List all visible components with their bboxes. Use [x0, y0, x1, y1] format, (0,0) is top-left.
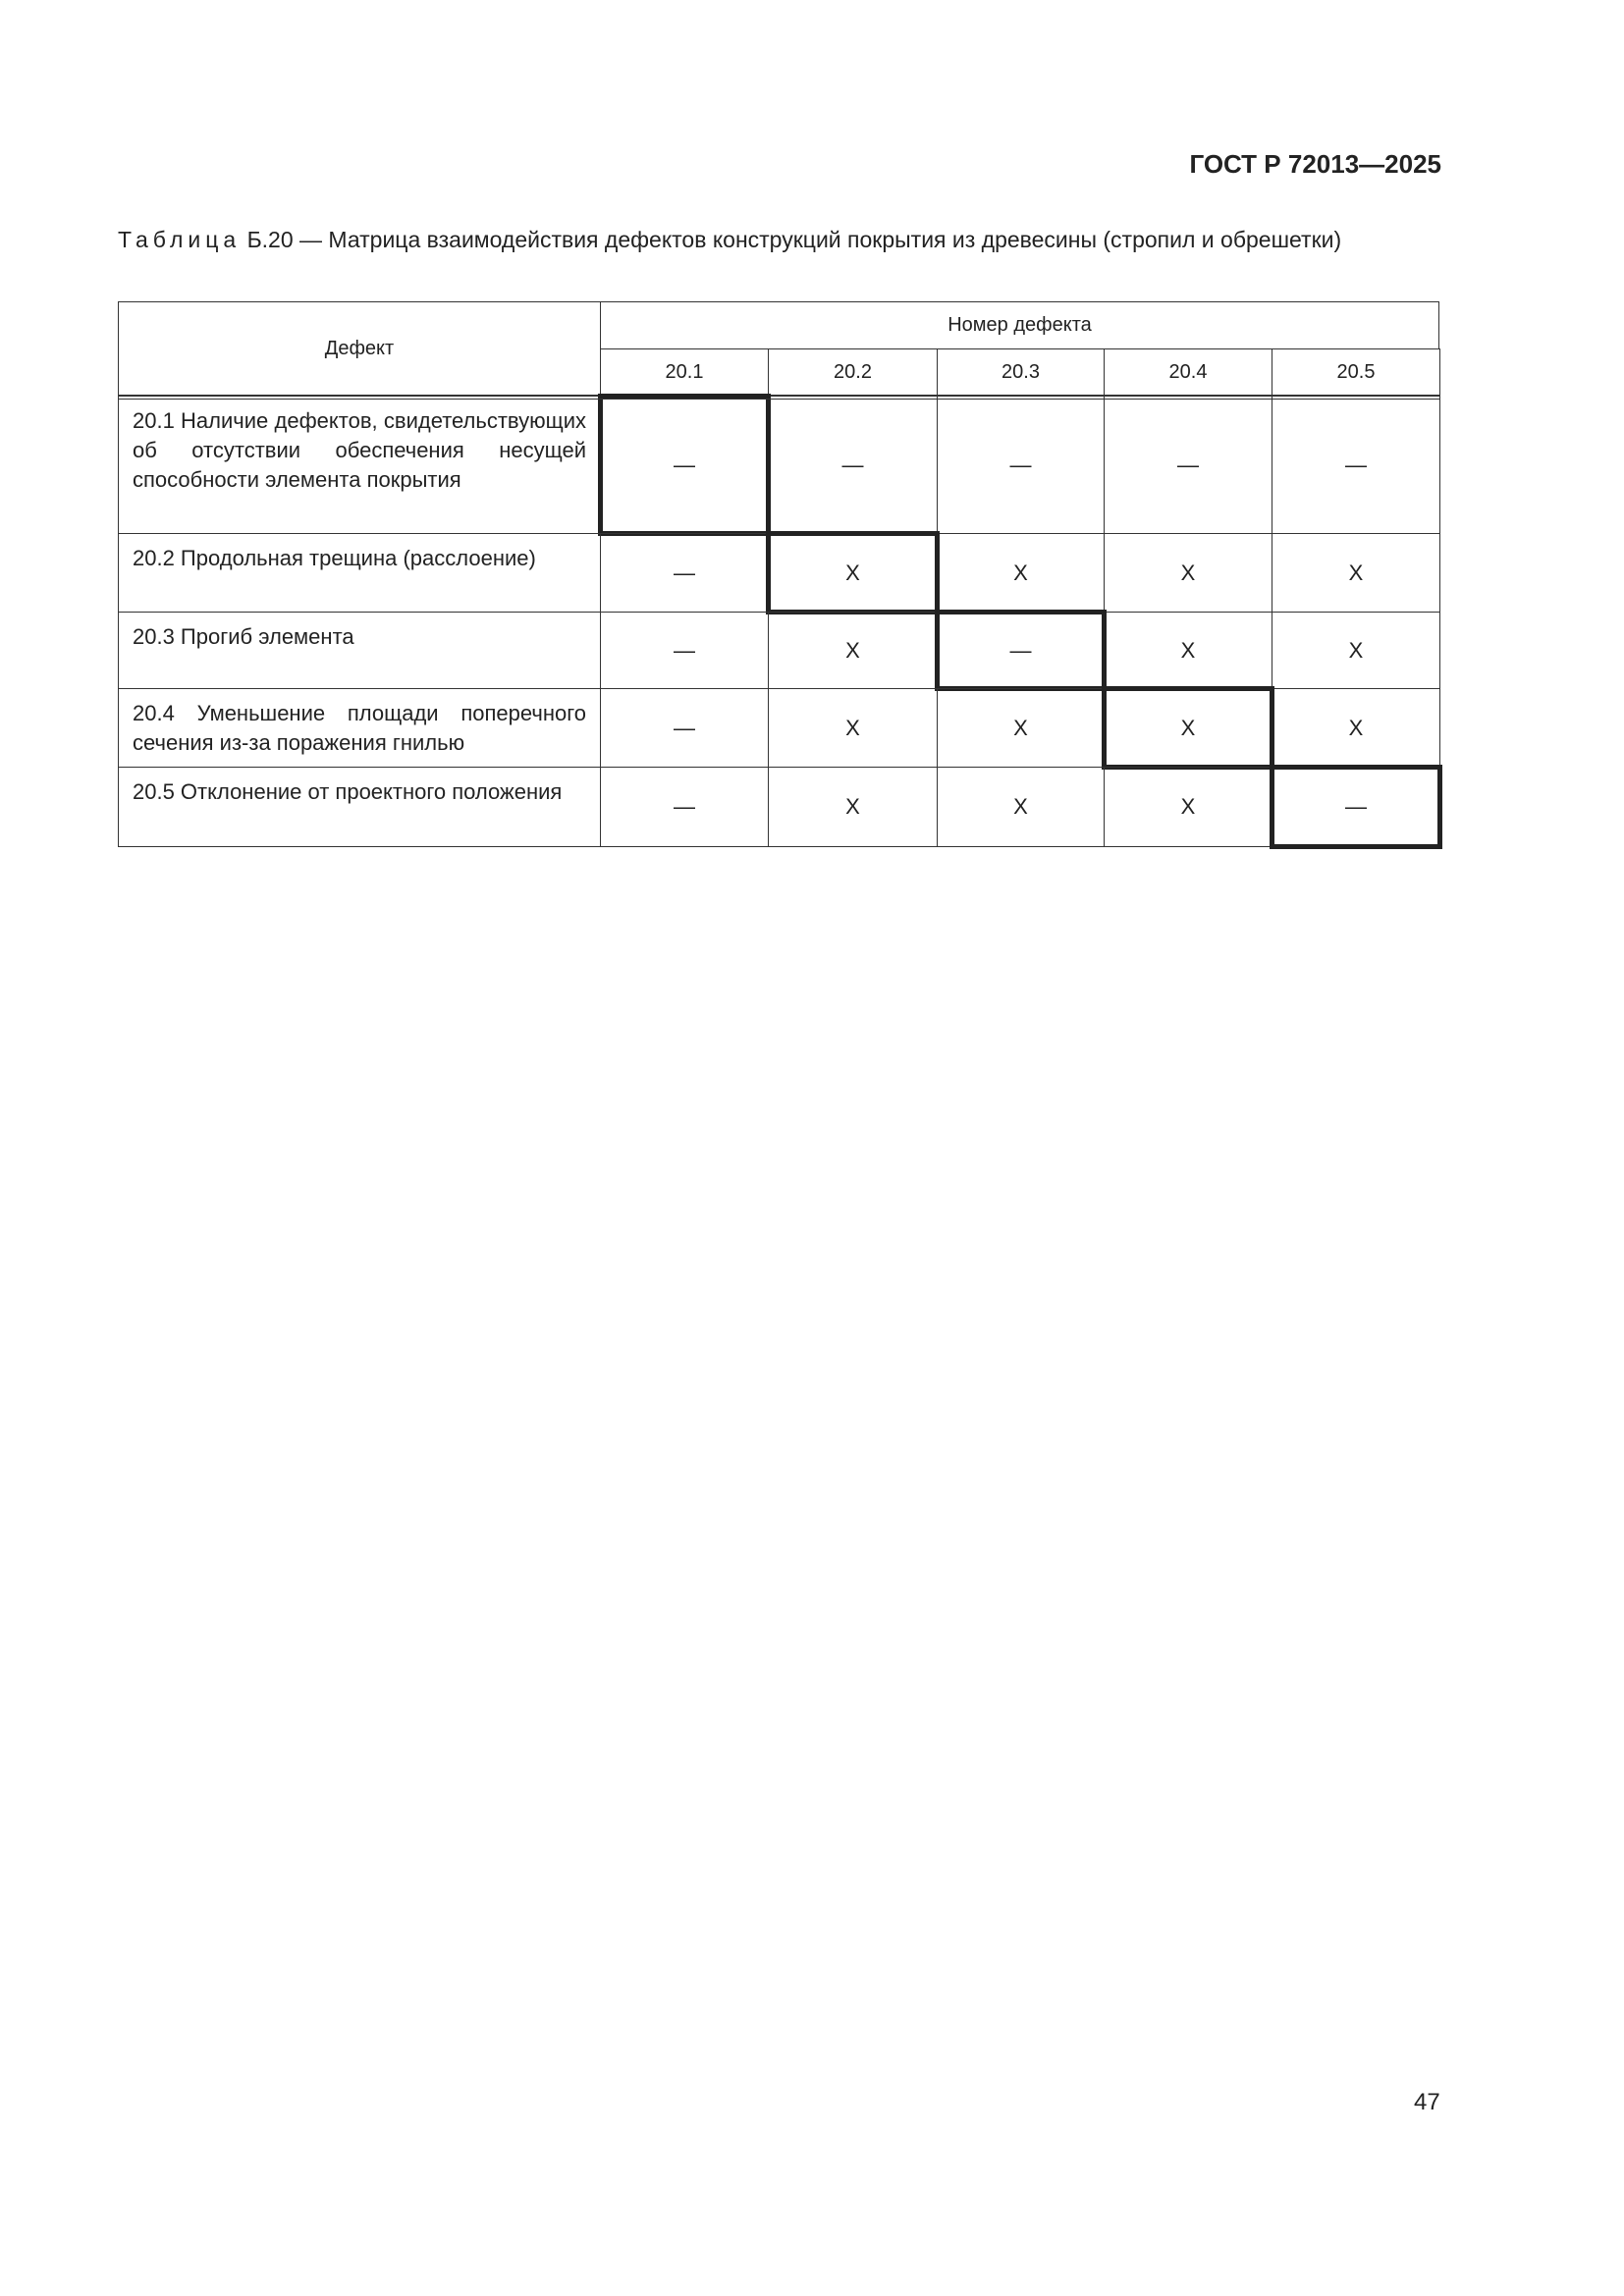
matrix-cell: —	[1104, 396, 1272, 534]
row-label: 20.3 Прогиб элемента	[118, 612, 601, 689]
row-label: 20.4 Уменьшение площади поперечного сече…	[118, 688, 601, 768]
matrix-cell: —	[937, 396, 1105, 534]
header-separator	[118, 399, 1439, 400]
matrix-cell: X	[768, 533, 938, 613]
column-header-2: 20.2	[768, 348, 938, 396]
matrix-cell: X	[768, 688, 938, 768]
column-header-1: 20.1	[600, 348, 769, 396]
group-header-defect-number: Номер дефекта	[600, 301, 1439, 349]
matrix-cell: —	[600, 396, 769, 534]
matrix-cell: —	[600, 612, 769, 689]
matrix-cell: X	[937, 767, 1105, 847]
matrix-cell: —	[937, 612, 1105, 689]
matrix-cell: X	[1104, 767, 1272, 847]
matrix-cell: —	[600, 767, 769, 847]
caption-text: Б.20 — Матрица взаимодействия дефектов к…	[241, 227, 1342, 252]
matrix-cell: X	[1272, 612, 1440, 689]
page-number: 47	[1414, 2089, 1440, 2115]
matrix-cell: —	[1272, 396, 1440, 534]
column-header-5: 20.5	[1272, 348, 1440, 396]
matrix-cell: X	[1104, 688, 1272, 768]
column-header-defect: Дефект	[118, 301, 601, 396]
matrix-cell: X	[1104, 612, 1272, 689]
row-label: 20.5 Отклонение от проектного положения	[118, 767, 601, 847]
matrix-cell: X	[1104, 533, 1272, 613]
row-label: 20.2 Продольная трещина (расслоение)	[118, 533, 601, 613]
matrix-cell: X	[768, 767, 938, 847]
column-header-3: 20.3	[937, 348, 1105, 396]
table-caption: Таблица Б.20 — Матрица взаимодействия де…	[118, 224, 1439, 256]
matrix-cell: —	[1272, 767, 1440, 847]
column-header-4: 20.4	[1104, 348, 1272, 396]
caption-prefix: Таблица	[118, 227, 242, 252]
matrix-cell: X	[768, 612, 938, 689]
defect-interaction-matrix: Дефект Номер дефекта 20.1 20.2 20.3 20.4 20.…	[118, 301, 1442, 849]
matrix-cell: X	[1272, 688, 1440, 768]
matrix-cell: X	[937, 533, 1105, 613]
row-label: 20.1 Наличие дефектов, свидетельствующих…	[118, 396, 601, 534]
standard-number: ГОСТ Р 72013—2025	[1189, 149, 1441, 179]
matrix-cell: —	[600, 533, 769, 613]
matrix-cell: X	[1272, 533, 1440, 613]
matrix-cell: —	[600, 688, 769, 768]
matrix-cell: —	[768, 396, 938, 534]
matrix-cell: X	[937, 688, 1105, 768]
